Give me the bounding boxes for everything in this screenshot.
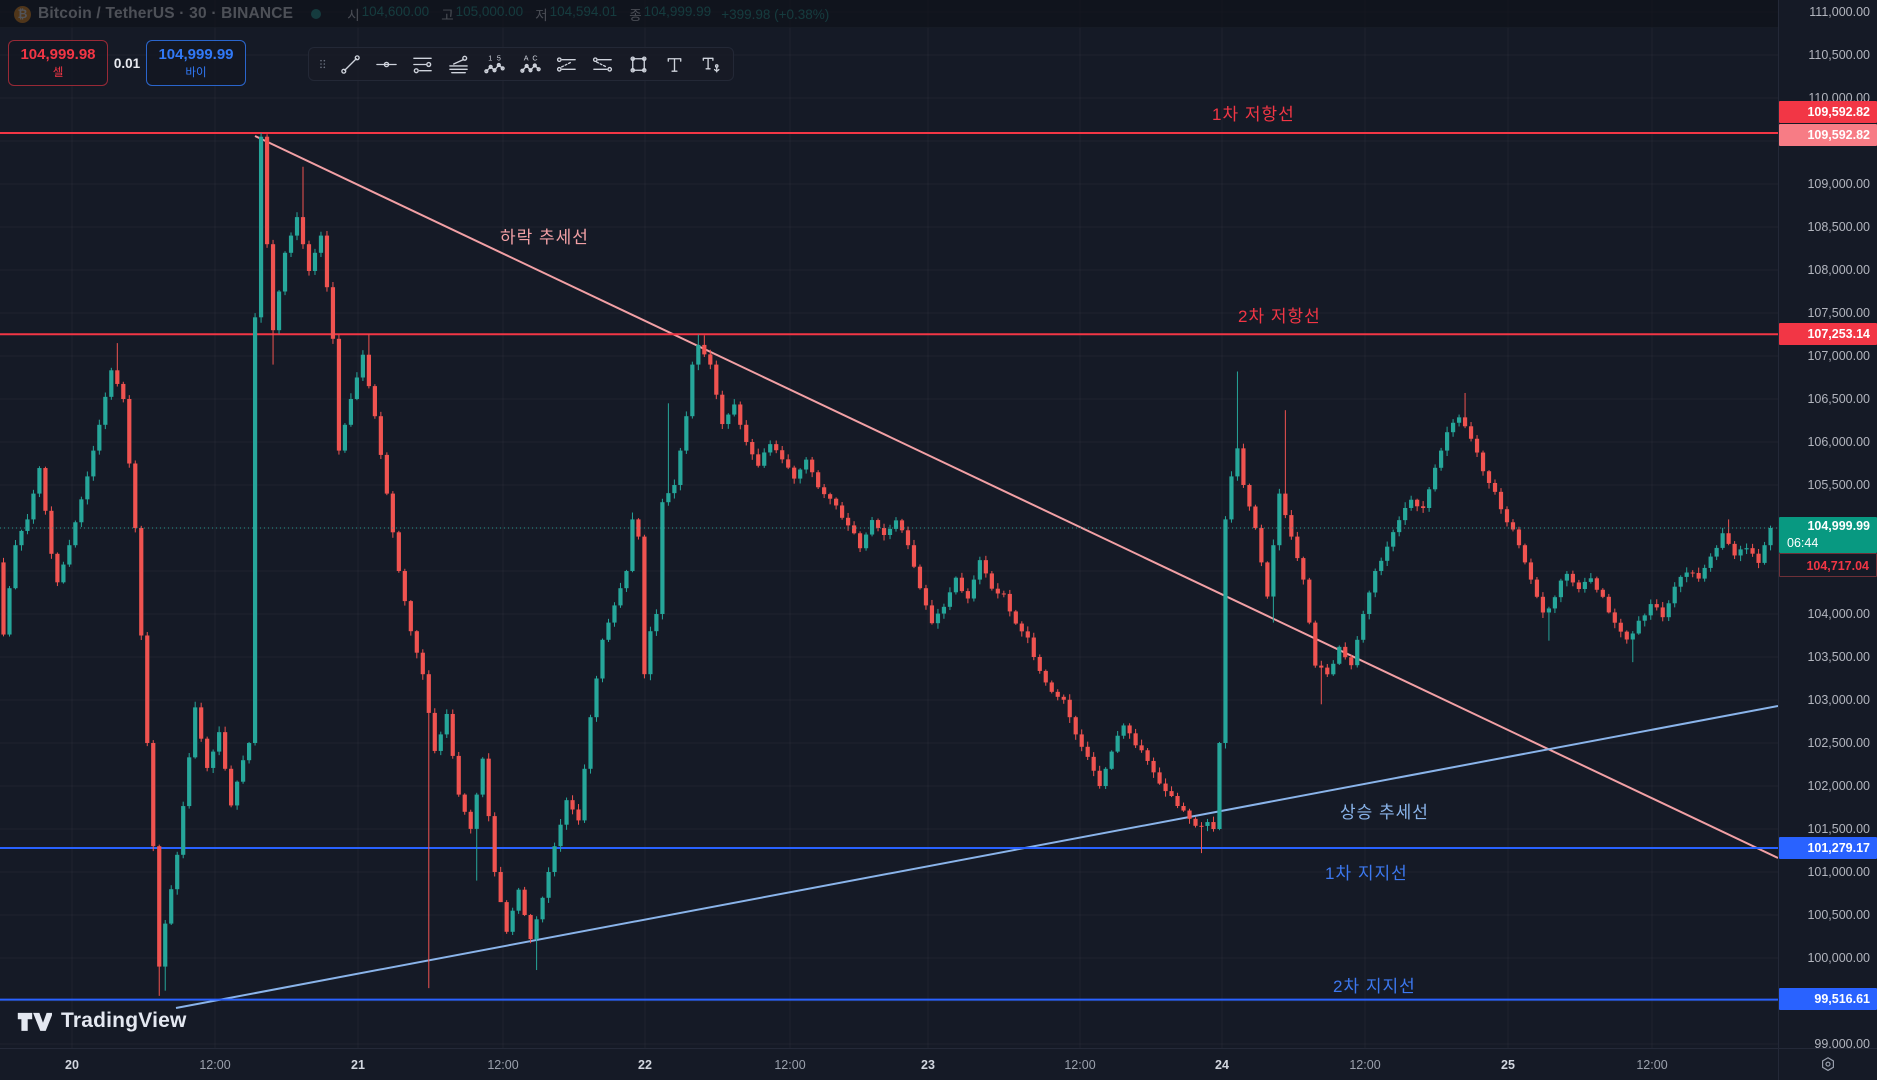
- price-tick: 109,000.00: [1807, 177, 1870, 191]
- price-tick: 100,500.00: [1807, 908, 1870, 922]
- tradingview-logo-text: TradingView: [61, 1009, 187, 1032]
- header-bar: [0, 0, 1778, 28]
- price-axis-label: 104,999.99 06:44: [1779, 517, 1877, 553]
- trade-panel: 104,999.98 셀 0.01 104,999.99 바이: [8, 40, 246, 86]
- price-tick: 110,500.00: [1808, 48, 1870, 62]
- time-tick: 12:00: [1636, 1058, 1668, 1072]
- time-tick: 12:00: [774, 1058, 806, 1072]
- time-tick: 24: [1215, 1058, 1229, 1072]
- svg-text:A: A: [524, 54, 529, 62]
- fib-retracement-tool-icon[interactable]: [406, 49, 439, 79]
- svg-text:1: 1: [488, 54, 492, 62]
- price-axis-label: 101,279.17: [1779, 837, 1877, 859]
- chart-annotation[interactable]: 상승 추세선: [1340, 803, 1429, 822]
- candles-group: [1, 133, 1773, 996]
- trend-line-tool-icon[interactable]: [334, 49, 367, 79]
- time-tick: 22: [638, 1058, 652, 1072]
- price-tick: 101,500.00: [1807, 822, 1870, 836]
- price-axis[interactable]: 111,000.00 110,500.00 110,000.00 109,000.00…: [1778, 0, 1877, 1051]
- time-axis[interactable]: 20 12:00 21 12:00 22 12:00 23 12:00 24 12:00 25 12:…: [0, 1048, 1778, 1080]
- price-axis-label: 109,592.82: [1779, 101, 1877, 123]
- uptrend-line[interactable]: [175, 705, 1778, 1009]
- axis-settings-icon: [1822, 1056, 1834, 1071]
- time-tick: 12:00: [1349, 1058, 1381, 1072]
- time-tick: 23: [921, 1058, 935, 1072]
- long-position-tool-icon[interactable]: [550, 49, 583, 79]
- price-tick: 107,000.00: [1807, 349, 1870, 363]
- price-tick: 108,000.00: [1807, 263, 1870, 277]
- time-tick: 21: [351, 1058, 365, 1072]
- chart-annotation[interactable]: 하락 추세선: [500, 228, 589, 247]
- price-tick: 105,500.00: [1807, 478, 1870, 492]
- chart-annotation[interactable]: 1차 지지선: [1325, 864, 1408, 883]
- price-axis-label: 104,717.04: [1779, 553, 1877, 577]
- price-tick: 102,000.00: [1807, 779, 1870, 793]
- short-position-tool-icon[interactable]: [586, 49, 619, 79]
- time-tick: 25: [1501, 1058, 1515, 1072]
- tradingview-logo[interactable]: TradingView: [16, 1007, 187, 1035]
- text-tool-icon[interactable]: [658, 49, 691, 79]
- chart-annotation[interactable]: 2차 저항선: [1238, 307, 1321, 326]
- time-tick: 12:00: [1064, 1058, 1096, 1072]
- price-tick: 102,500.00: [1807, 736, 1870, 750]
- anchored-text-tool-icon[interactable]: [694, 49, 727, 79]
- price-tick: 111,000.00: [1809, 5, 1870, 19]
- price-tick: 100,000.00: [1807, 951, 1870, 965]
- time-tick: 12:00: [487, 1058, 519, 1072]
- buy-button[interactable]: 104,999.99 바이: [146, 40, 246, 86]
- price-axis-label: 107,253.14: [1779, 323, 1877, 345]
- toolbar-drag-handle[interactable]: [315, 49, 331, 79]
- pitchfork-tool-icon[interactable]: [442, 49, 475, 79]
- buy-label: 바이: [185, 67, 207, 79]
- price-tick: 108,500.00: [1807, 220, 1870, 234]
- time-tick: 20: [65, 1058, 79, 1072]
- axis-corner[interactable]: [1778, 1048, 1877, 1080]
- downtrend-line[interactable]: [254, 135, 1778, 859]
- sell-price: 104,999.98: [20, 46, 96, 63]
- price-tick: 106,000.00: [1807, 435, 1870, 449]
- tradingview-logo-icon: [17, 1012, 52, 1031]
- price-axis-label: 109,592.82: [1779, 124, 1877, 146]
- buy-price: 104,999.99: [158, 46, 234, 63]
- quantity-field[interactable]: 0.01: [113, 55, 141, 71]
- chart-annotation[interactable]: 2차 지지선: [1333, 977, 1416, 996]
- rectangle-tool-icon[interactable]: [622, 49, 655, 79]
- svg-text:C: C: [532, 54, 537, 62]
- sell-button[interactable]: 104,999.98 셀: [8, 40, 108, 86]
- price-tick: 104,000.00: [1807, 607, 1870, 621]
- price-tick: 101,000.00: [1807, 865, 1870, 879]
- price-tick: 103,500.00: [1807, 650, 1870, 664]
- price-tick: 106,500.00: [1807, 392, 1870, 406]
- time-tick: 12:00: [199, 1058, 231, 1072]
- svg-text:5: 5: [497, 54, 501, 62]
- chart-annotation[interactable]: 1차 저항선: [1212, 105, 1295, 124]
- sell-label: 셀: [52, 67, 64, 79]
- price-tick: 99,000.00: [1814, 1037, 1870, 1051]
- price-tick: 107,500.00: [1807, 306, 1870, 320]
- price-tick: 103,000.00: [1807, 693, 1870, 707]
- price-axis-label: 99,516.61: [1779, 988, 1877, 1010]
- horizontal-line-tool-icon[interactable]: [370, 49, 403, 79]
